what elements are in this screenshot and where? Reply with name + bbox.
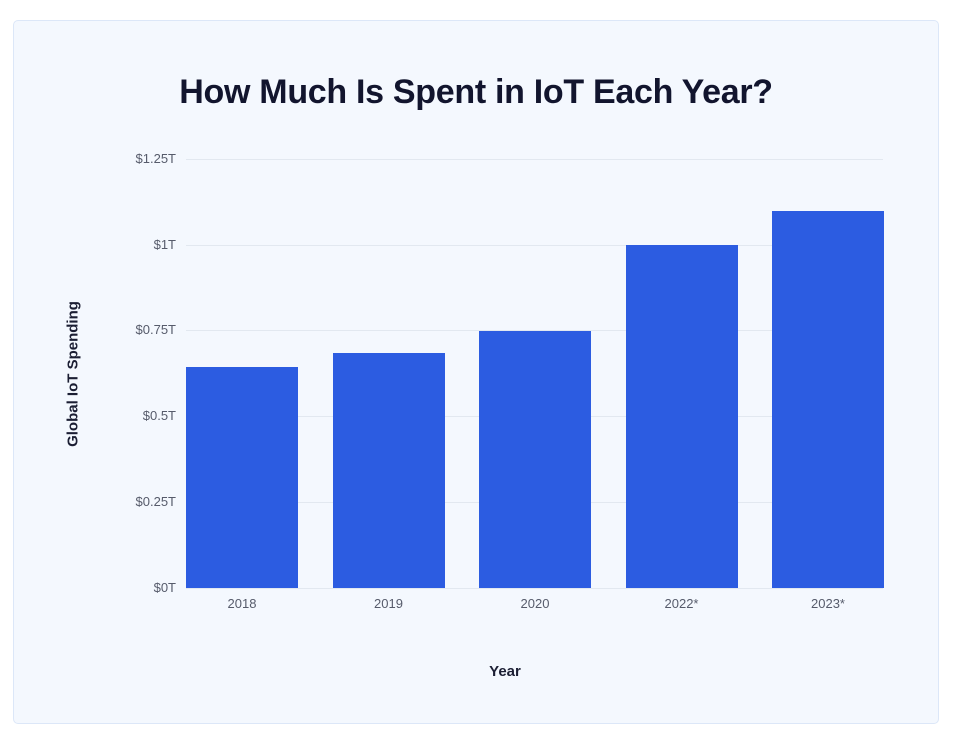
- y-tick-label: $0.75T: [135, 322, 176, 338]
- chart-title: How Much Is Spent in IoT Each Year?: [179, 73, 773, 111]
- bar-2023-projected[interactable]: [772, 210, 884, 588]
- bar-2022-projected[interactable]: [625, 245, 738, 588]
- y-tick-label: $1T: [153, 236, 176, 252]
- bar-2018[interactable]: [186, 366, 298, 588]
- y-tick-label: $1.25T: [135, 151, 176, 166]
- x-tick-label: 2019: [374, 596, 403, 611]
- x-tick-label: 2018: [227, 596, 257, 611]
- bar-2019[interactable]: [332, 352, 445, 588]
- y-tick-label: $0T: [153, 579, 176, 595]
- x-axis-label: Year: [489, 663, 521, 680]
- gridline: [186, 330, 883, 332]
- plot-area: [186, 159, 884, 589]
- y-axis-label: Global IoT Spending: [64, 301, 82, 447]
- gridline: [186, 159, 883, 160]
- x-tick-label: 2022*: [664, 596, 699, 611]
- x-tick-label: 2020: [520, 596, 550, 611]
- gridline: [186, 244, 883, 246]
- gridline: [186, 587, 883, 589]
- y-tick-label: $0.5T: [142, 408, 176, 424]
- bar-2020[interactable]: [479, 331, 591, 588]
- y-tick-label: $0.25T: [135, 493, 176, 509]
- x-tick-label: 2023*: [811, 596, 845, 611]
